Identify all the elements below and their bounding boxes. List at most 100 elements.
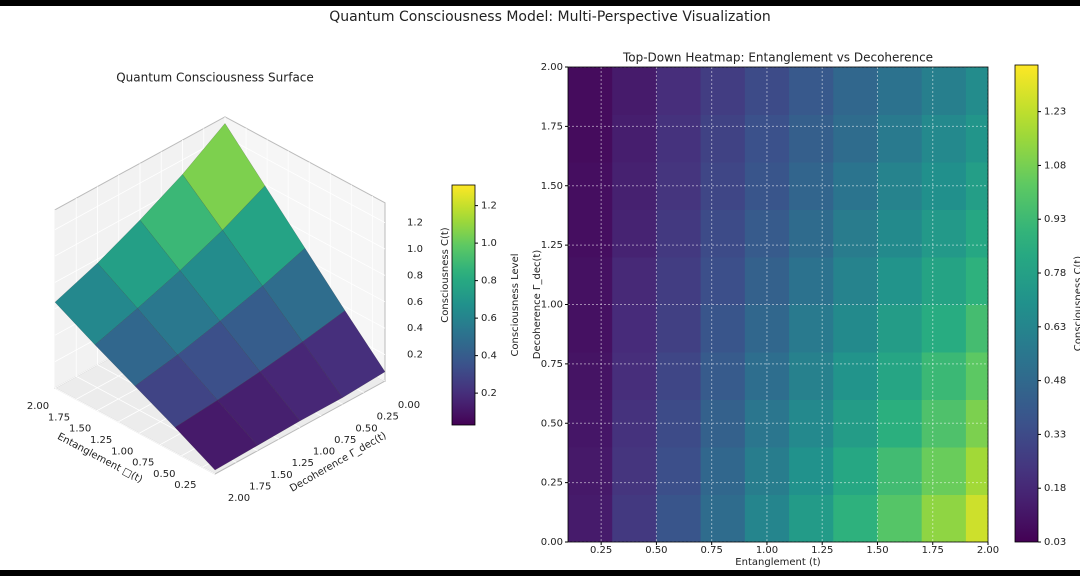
heatmap-cell: [965, 352, 988, 400]
x-tick-label: 2.00: [27, 401, 49, 412]
x-tick-label: 1.75: [922, 545, 944, 556]
x-tick-label: 1.25: [90, 435, 112, 446]
heatmap-cell: [833, 304, 878, 353]
heatmap-cell: [877, 209, 923, 258]
heatmap-cell: [700, 114, 746, 163]
heatmap-cell: [877, 494, 923, 542]
colorbar-tick-label: 0.48: [1044, 376, 1066, 387]
heatmap-cell: [789, 304, 834, 353]
x-tick-label: 1.50: [69, 424, 91, 435]
heatmap-cell: [656, 209, 702, 258]
heatmap-cell: [568, 162, 613, 210]
heatmap-cell: [877, 114, 923, 163]
heatmap-cell: [656, 114, 702, 163]
heatmap-cell: [921, 67, 967, 115]
heatmap-cell: [700, 494, 746, 542]
heatmap-cell: [833, 67, 878, 115]
y-tick-label: 0.75: [541, 359, 563, 370]
colorbar-label: Consciousness Level: [510, 253, 521, 356]
heatmap-cell: [833, 162, 878, 210]
heatmap-cell: [833, 352, 878, 400]
heatmap-cell: [700, 447, 746, 495]
y-tick-label: 0.25: [377, 412, 399, 423]
x-tick-label: 0.25: [174, 480, 196, 491]
x-tick-label: 0.75: [701, 545, 723, 556]
heatmap-cell: [921, 494, 967, 542]
heatmap-cell: [568, 209, 613, 258]
grid-line: [54, 209, 216, 475]
heatmap-cell: [965, 209, 988, 258]
colorbar-tick-label: 0.93: [1044, 214, 1066, 225]
heatmap-cell: [789, 352, 834, 400]
z-tick-label: 0.6: [407, 297, 423, 308]
heatmap-cell: [833, 399, 878, 448]
colorbar-tick-label: 1.2: [481, 201, 497, 212]
heatmap-cell: [568, 399, 613, 448]
heatmap-cell: [700, 257, 746, 305]
heatmap-cell: [568, 494, 613, 542]
heatmap-cell: [656, 67, 702, 115]
z-tick-label: 0.4: [407, 323, 423, 334]
y-tick-label: 1.50: [270, 470, 292, 481]
colorbar-tick-label: 1.08: [1044, 160, 1066, 171]
y-tick-label: 0.50: [541, 418, 563, 429]
heatmap-cell: [612, 257, 657, 305]
heatmap-cell: [833, 447, 878, 495]
heatmap-cell: [700, 162, 746, 210]
heatmap-cell: [877, 352, 923, 400]
x-tick-label: 1.75: [48, 412, 70, 423]
heatmap-cell: [921, 304, 967, 353]
x-tick-label: 1.25: [811, 545, 833, 556]
heatmap-cell: [612, 67, 657, 115]
colorbar: [451, 184, 476, 426]
heatmap-cell: [833, 114, 878, 163]
x-tick-label: 1.00: [111, 446, 133, 457]
y-tick-label: 0.00: [398, 400, 420, 411]
heatmap-cell: [568, 352, 613, 400]
heatmap-cell: [921, 209, 967, 258]
heatmap-cell: [965, 447, 988, 495]
heatmap-cell: [612, 114, 657, 163]
heatmap-cell: [612, 162, 657, 210]
heatmap-cell: [965, 304, 988, 353]
colorbar-tick-label: 0.78: [1044, 268, 1066, 279]
heatmap-cell: [744, 114, 790, 163]
heatmap-cell: [833, 494, 878, 542]
heatmap-cell: [700, 67, 746, 115]
colorbar-tick-label: 0.18: [1044, 483, 1066, 494]
heatmap-cell: [656, 257, 702, 305]
heatmap-cell: [965, 114, 988, 163]
heatmap-cell: [744, 494, 790, 542]
heatmap-cell: [789, 209, 834, 258]
heatmap-cell: [877, 257, 923, 305]
heatmap-cell: [789, 67, 834, 115]
colorbar-tick-label: 0.4: [481, 351, 497, 362]
colorbar-tick-label: 0.8: [481, 276, 497, 287]
chart-title: Quantum Consciousness Surface: [116, 71, 314, 85]
top-bar: [0, 0, 1080, 6]
heatmap-cell: [656, 399, 702, 448]
heatmap-cell: [921, 352, 967, 400]
heatmap-cell: [568, 114, 613, 163]
z-axis-label: Consciousness C(t): [440, 227, 451, 322]
heatmap-cell: [612, 447, 657, 495]
heatmap-cell: [612, 494, 657, 542]
heatmap-cell: [921, 114, 967, 163]
heatmap-cell: [921, 257, 967, 305]
heatmap-cell: [656, 494, 702, 542]
heatmap-cell: [789, 447, 834, 495]
heatmap-cell: [789, 162, 834, 210]
heatmap-cell: [965, 67, 988, 115]
colorbar-tick-label: 0.63: [1044, 322, 1066, 333]
y-tick-label: 1.75: [541, 121, 563, 132]
heatmap-cell: [877, 304, 923, 353]
heatmap-cell: [921, 447, 967, 495]
y-tick-label: 1.25: [541, 240, 563, 251]
heatmap-cell: [656, 162, 702, 210]
bottom-bar: [0, 570, 1080, 576]
z-tick-label: 0.2: [407, 350, 423, 361]
heatmap-cell: [965, 257, 988, 305]
plot-frame: [567, 66, 989, 543]
heatmap-cell: [700, 304, 746, 353]
y-tick-label: 0.50: [355, 423, 377, 434]
